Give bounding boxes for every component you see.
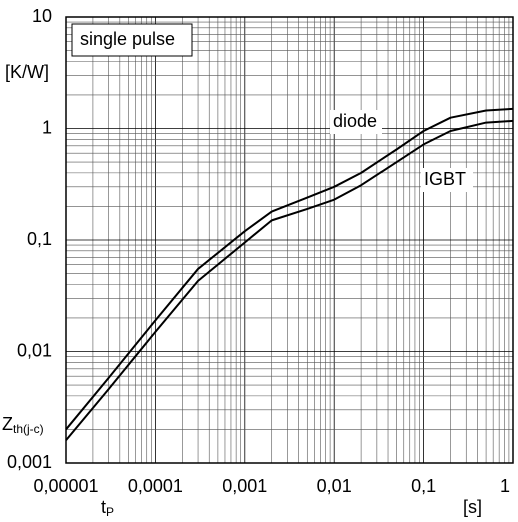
series-label: diode <box>333 111 377 131</box>
y-tick-label: 0,1 <box>27 229 52 249</box>
plot-frame <box>65 16 514 464</box>
x-tick-label: 0,0001 <box>128 476 183 496</box>
y-axis-label: Zth(j-c) <box>2 414 44 436</box>
x-label-sub: P <box>106 505 114 519</box>
y-label-main: Z <box>2 414 13 434</box>
y-tick-label: 0,001 <box>7 452 52 472</box>
annotation-box <box>71 23 193 57</box>
annotation: single pulse <box>80 29 175 49</box>
y-label-sub: th(j-c) <box>13 422 44 436</box>
curves: diode IGBT <box>65 107 514 441</box>
x-axis-label: tP <box>101 497 114 519</box>
x-label-main: t <box>101 497 106 517</box>
series-line <box>65 107 514 431</box>
x-unit: [s] <box>463 497 482 517</box>
series-label: IGBT <box>424 169 466 189</box>
series-label-bg <box>421 168 473 192</box>
y-unit: [K/W] <box>5 62 49 82</box>
y-tick-label: 10 <box>32 6 52 26</box>
x-tick-label: 0,00001 <box>33 476 98 496</box>
series-line <box>65 119 514 441</box>
x-tick-label: 0,1 <box>411 476 436 496</box>
y-tick-label: 0,01 <box>17 340 52 360</box>
x-tick-label: 0,001 <box>222 476 267 496</box>
grid <box>65 16 514 464</box>
x-tick-label: 0,01 <box>317 476 352 496</box>
y-tick-label: 1 <box>42 117 52 137</box>
x-tick-label: 1 <box>500 476 510 496</box>
series-label-bg <box>330 110 382 134</box>
